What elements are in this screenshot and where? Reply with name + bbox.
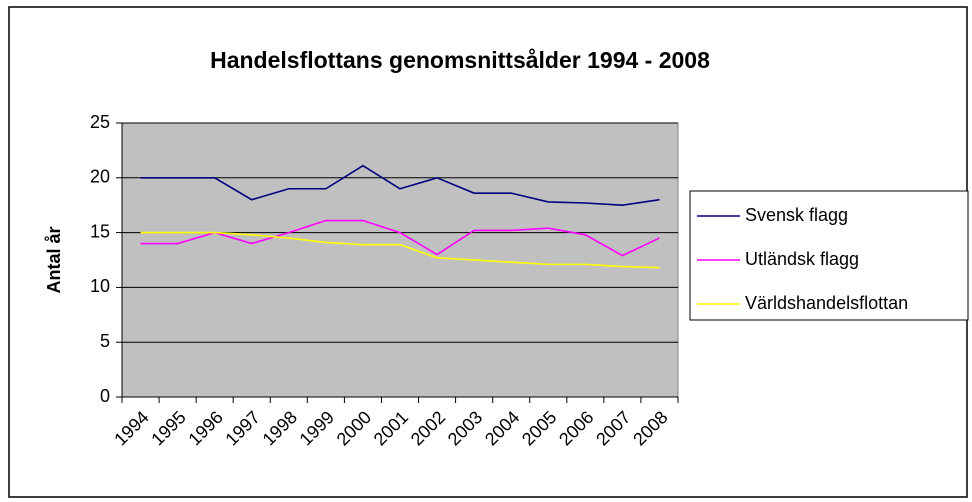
y-tick-label: 10 [90, 276, 110, 296]
legend-label: Världshandelsflottan [745, 293, 908, 313]
y-axis-label: Antal år [44, 226, 64, 293]
y-tick-label: 20 [90, 167, 110, 187]
y-tick-label: 0 [100, 386, 110, 406]
legend [689, 190, 969, 321]
y-tick-label: 25 [90, 112, 110, 132]
series-line [140, 164, 660, 207]
legend-label: Utländsk flagg [745, 249, 859, 269]
series-line [140, 219, 660, 257]
y-tick-label: 15 [90, 221, 110, 241]
plot-area [121, 122, 679, 398]
series-line [140, 231, 660, 269]
legend-label: Svensk flagg [745, 205, 848, 225]
y-tick-label: 5 [100, 331, 110, 351]
chart-title: Handelsflottans genomsnittsålder 1994 - … [210, 47, 710, 73]
